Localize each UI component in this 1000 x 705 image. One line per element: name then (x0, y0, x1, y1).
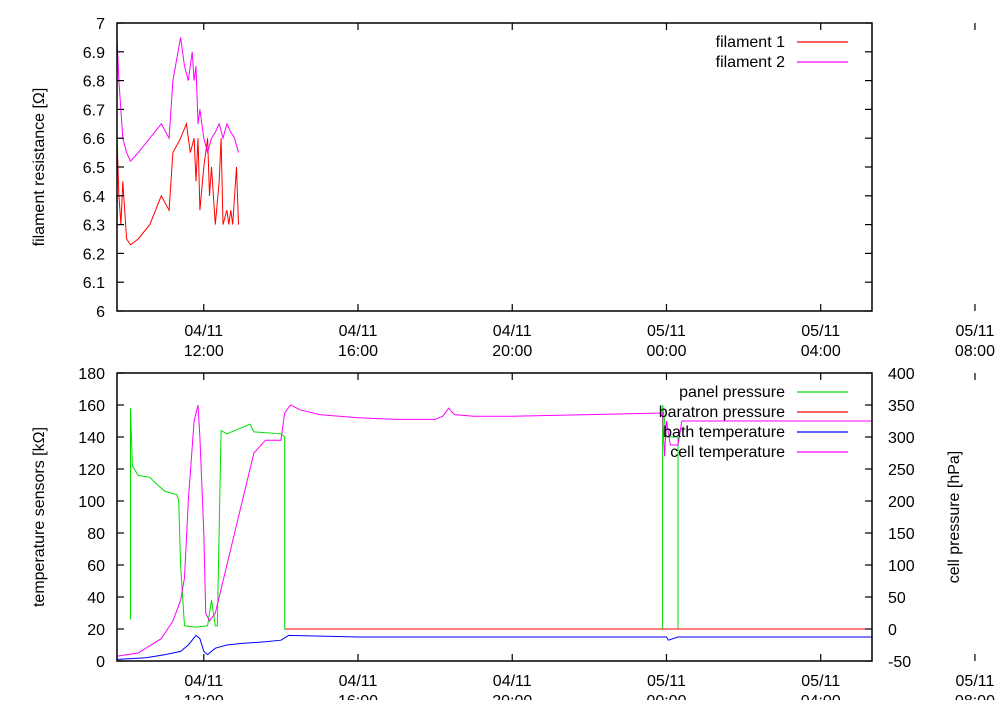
y2-tick-label: 400 (888, 366, 915, 383)
y-tick-label: 80 (87, 526, 105, 543)
y-axis-title: filament resistance [Ω] (31, 88, 48, 247)
x-tick-time: 08:00 (955, 693, 995, 700)
x-tick-time: 00:00 (646, 693, 686, 700)
series-line-panel-pressure (130, 404, 872, 630)
y-tick-label: 6.6 (83, 131, 105, 148)
y-tick-label: 6.4 (83, 189, 105, 206)
x-tick-time: 04:00 (801, 693, 841, 700)
x-tick-time: 20:00 (492, 693, 532, 700)
y2-tick-label: -50 (888, 654, 911, 671)
x-tick-time: 16:00 (338, 343, 378, 360)
y2-tick-label: 300 (888, 430, 915, 447)
x-tick-date: 04/11 (184, 673, 223, 690)
y-tick-label: 20 (87, 622, 105, 639)
y-tick-label: 6 (96, 304, 105, 321)
x-tick-time: 20:00 (492, 343, 532, 360)
legend-label: filament 1 (716, 34, 785, 51)
x-tick-date: 04/11 (339, 673, 378, 690)
y-tick-label: 6.3 (83, 218, 105, 235)
y-tick-label: 7 (96, 16, 105, 33)
series-line-filament-2 (117, 37, 239, 163)
plot-frame (116, 372, 873, 662)
series-line-cell-temperature (117, 404, 872, 657)
y-tick-label: 40 (87, 590, 105, 607)
y2-tick-label: 350 (888, 398, 915, 415)
y-tick-label: 6.8 (83, 74, 105, 91)
y2-axis-title: cell pressure [hPa] (946, 451, 963, 584)
y-tick-label: 6.1 (83, 275, 105, 292)
legend-label: cell temperature (670, 444, 785, 461)
x-tick-time: 00:00 (646, 343, 686, 360)
x-tick-date: 04/11 (184, 323, 223, 340)
legend-label: panel pressure (679, 384, 785, 401)
y-tick-label: 180 (78, 366, 105, 383)
x-tick-date: 05/11 (956, 323, 995, 340)
y-tick-label: 6.5 (83, 160, 105, 177)
x-tick-date: 04/11 (493, 673, 532, 690)
y-tick-label: 60 (87, 558, 105, 575)
x-tick-date: 05/11 (801, 673, 840, 690)
series-line-filament-1 (117, 121, 239, 246)
x-tick-time: 12:00 (184, 343, 224, 360)
legend-label: filament 2 (716, 54, 785, 71)
y-tick-label: 6.9 (83, 45, 105, 62)
x-tick-date: 05/11 (647, 673, 686, 690)
x-tick-time: 12:00 (184, 693, 224, 700)
y-tick-label: 100 (78, 494, 105, 511)
y2-tick-label: 50 (888, 590, 906, 607)
y2-tick-label: 250 (888, 462, 915, 479)
legend-label: baratron pressure (659, 404, 785, 421)
y2-tick-label: 0 (888, 622, 897, 639)
y2-tick-label: 200 (888, 494, 915, 511)
x-tick-time: 04:00 (801, 343, 841, 360)
y-tick-label: 120 (78, 462, 105, 479)
y-tick-label: 140 (78, 430, 105, 447)
y-axis-title: temperature sensors [kΩ] (31, 427, 48, 607)
y-tick-label: 160 (78, 398, 105, 415)
x-tick-date: 05/11 (647, 323, 686, 340)
x-tick-date: 05/11 (956, 673, 995, 690)
x-tick-date: 05/11 (801, 323, 840, 340)
x-tick-time: 16:00 (338, 693, 378, 700)
y2-tick-label: 100 (888, 558, 915, 575)
x-tick-date: 04/11 (339, 323, 378, 340)
legend-label: bath temperature (663, 424, 785, 441)
series-line-bath-temperature (117, 634, 872, 660)
x-tick-date: 04/11 (493, 323, 532, 340)
y-tick-label: 6.7 (83, 102, 105, 119)
y-tick-label: 6.2 (83, 246, 105, 263)
y2-tick-label: 150 (888, 526, 915, 543)
y-tick-label: 0 (96, 654, 105, 671)
x-tick-time: 08:00 (955, 343, 995, 360)
